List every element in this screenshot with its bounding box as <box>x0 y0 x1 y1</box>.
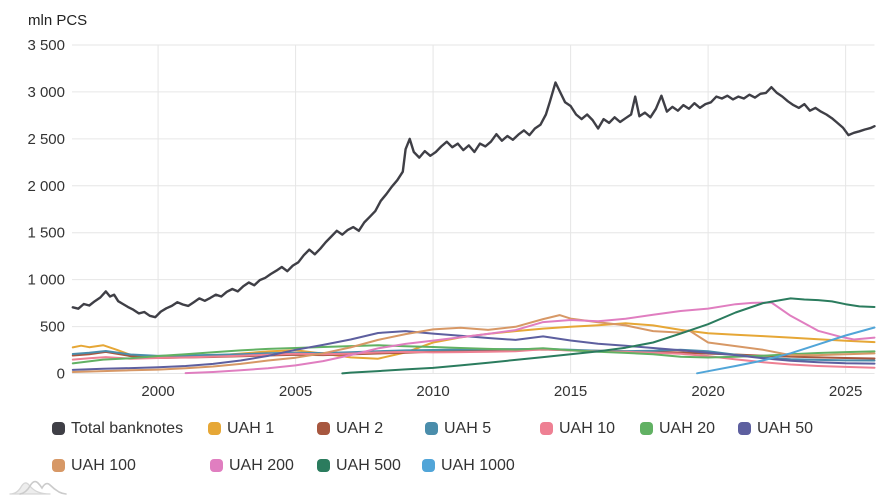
legend-item-label: UAH 1 <box>227 420 275 437</box>
legend-swatch-icon <box>317 459 330 472</box>
y-tick-label: 3 000 <box>27 84 65 101</box>
legend-item-uah-100[interactable]: UAH 100 <box>52 457 136 474</box>
legend-swatch-icon <box>52 459 65 472</box>
highcharts-logo-icon <box>9 480 67 495</box>
legend-swatch-icon <box>210 459 223 472</box>
series-line-total-banknotes[interactable] <box>71 81 876 319</box>
legend-item-label: UAH 10 <box>559 420 616 437</box>
legend-item-uah-20[interactable]: UAH 20 <box>640 420 715 437</box>
legend-item-label: UAH 500 <box>336 457 401 474</box>
x-tick-label: 2000 <box>141 383 174 400</box>
legend-item-label: UAH 20 <box>659 420 716 437</box>
legend-swatch-icon <box>640 422 653 435</box>
x-tick-label: 2025 <box>829 383 862 400</box>
legend-swatch-icon <box>540 422 553 435</box>
legend-swatch-icon <box>738 422 751 435</box>
legend-item-uah-10[interactable]: UAH 10 <box>540 420 615 437</box>
x-tick-label: 2005 <box>279 383 312 400</box>
legend-item-label: UAH 5 <box>444 420 492 437</box>
legend-item-uah-500[interactable]: UAH 500 <box>317 457 401 474</box>
legend-item-label: UAH 100 <box>71 457 136 474</box>
legend-item-label: UAH 200 <box>229 457 294 474</box>
y-tick-label: 0 <box>57 366 65 383</box>
y-tick-label: 1 000 <box>27 272 65 289</box>
legend-item-label: Total banknotes <box>71 420 184 437</box>
legend-item-label: UAH 2 <box>336 420 384 437</box>
y-axis-title: mln PCS <box>28 12 88 29</box>
legend-swatch-icon <box>52 422 65 435</box>
legend-swatch-icon <box>317 422 330 435</box>
legend-item-uah-1[interactable]: UAH 1 <box>208 420 274 437</box>
legend-item-uah-1000[interactable]: UAH 1000 <box>422 457 515 474</box>
plot-area: 0 500 1 000 1 500 2 000 2 500 3 000 3 500 2000 20… <box>27 37 876 400</box>
series-line-uah-1000[interactable] <box>696 326 876 375</box>
legend-item-uah-200[interactable]: UAH 200 <box>210 457 294 474</box>
legend-item-uah-5[interactable]: UAH 5 <box>425 420 491 437</box>
x-tick-label: 2010 <box>416 383 449 400</box>
series-line-uah-10[interactable] <box>71 348 876 369</box>
legend-swatch-icon <box>208 422 221 435</box>
series-line-uah-200[interactable] <box>184 301 876 375</box>
y-tick-label: 3 500 <box>27 37 65 54</box>
series-line-uah-50[interactable] <box>71 330 876 371</box>
legend-item-uah-50[interactable]: UAH 50 <box>738 420 813 437</box>
y-tick-label: 1 500 <box>27 225 65 242</box>
x-tick-label: 2015 <box>554 383 587 400</box>
legend-item-uah-2[interactable]: UAH 2 <box>317 420 383 437</box>
legend-item-label: UAH 50 <box>757 420 814 437</box>
legend-item-total-banknotes[interactable]: Total banknotes <box>52 420 183 437</box>
series-line-uah-100[interactable] <box>71 314 876 373</box>
y-tick-label: 2 500 <box>27 131 65 148</box>
x-tick-label: 2020 <box>691 383 724 400</box>
y-tick-label: 500 <box>40 319 65 336</box>
legend-swatch-icon <box>422 459 435 472</box>
legend-item-label: UAH 1000 <box>441 457 515 474</box>
series-line-uah-500[interactable] <box>341 297 876 375</box>
y-tick-label: 2 000 <box>27 178 65 195</box>
legend-swatch-icon <box>425 422 438 435</box>
